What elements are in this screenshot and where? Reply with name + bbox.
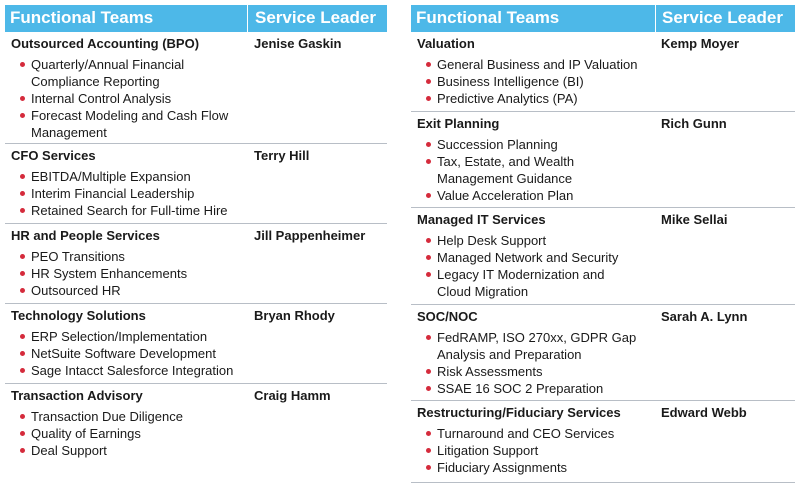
list-item: SSAE 16 SOC 2 Preparation bbox=[425, 380, 636, 397]
team-section-technology-solutions: Technology Solutions Bryan Rhody ERP Sel… bbox=[5, 304, 387, 384]
service-leader: Kemp Moyer bbox=[661, 36, 740, 51]
service-list: Turnaround and CEO Services Litigation S… bbox=[425, 425, 615, 476]
list-item: Litigation Support bbox=[425, 442, 614, 459]
list-item: Quality of Earnings bbox=[20, 425, 183, 442]
list-item: PEO Transitions bbox=[19, 248, 187, 265]
service-leader: Terry Hill bbox=[254, 148, 310, 163]
service-leader: Rich Gunn bbox=[661, 116, 727, 131]
list-item-continuation: Analysis and Preparation bbox=[437, 347, 582, 362]
team-section-hr-people-services: HR and People Services Jill Pappenheimer… bbox=[5, 224, 387, 304]
team-name: HR and People Services bbox=[11, 228, 160, 243]
list-item-continuation: Compliance Reporting bbox=[31, 74, 160, 89]
team-section-outsourced-accounting: Outsourced Accounting (BPO) Jenise Gaski… bbox=[5, 32, 387, 144]
list-item-continuation: Management bbox=[31, 125, 107, 140]
list-item: Succession Planning bbox=[425, 136, 574, 153]
service-list: PEO Transitions HR System Enhancements O… bbox=[19, 248, 188, 299]
service-leader: Mike Sellai bbox=[661, 212, 728, 227]
team-section-restructuring-fiduciary: Restructuring/Fiduciary Services Edward … bbox=[411, 401, 795, 483]
service-list: Succession Planning Tax, Estate, and Wea… bbox=[425, 136, 575, 204]
table-header: Functional Teams Service Leader bbox=[5, 5, 387, 32]
list-item-continuation: Cloud Migration bbox=[437, 284, 529, 299]
service-list: Quarterly/Annual Financial Compliance Re… bbox=[19, 56, 229, 141]
service-leader: Craig Hamm bbox=[254, 388, 331, 403]
list-item: Tax, Estate, and Wealth bbox=[425, 154, 575, 169]
list-item: NetSuite Software Development bbox=[19, 345, 233, 362]
team-name: SOC/NOC bbox=[417, 309, 478, 324]
team-name: Valuation bbox=[417, 36, 475, 51]
list-item: Interim Financial Leadership bbox=[20, 185, 228, 202]
list-item: FedRAMP, ISO 270xx, GDPR Gap bbox=[425, 330, 637, 345]
service-list: Transaction Due Diligence Quality of Ear… bbox=[20, 408, 183, 459]
team-name: CFO Services bbox=[11, 148, 96, 163]
team-section-transaction-advisory: Transaction Advisory Craig Hamm Transact… bbox=[5, 384, 387, 464]
team-section-valuation: Valuation Kemp Moyer General Business an… bbox=[411, 32, 795, 112]
list-item: Turnaround and CEO Services bbox=[425, 426, 615, 441]
functional-teams-table-right: Functional Teams Service Leader Valuatio… bbox=[411, 5, 795, 483]
list-item: Help Desk Support bbox=[425, 232, 618, 249]
list-item: Retained Search for Full-time Hire bbox=[20, 203, 228, 218]
list-item: Legacy IT Modernization and bbox=[425, 266, 618, 283]
header-functional-teams: Functional Teams bbox=[10, 8, 154, 27]
list-item-continuation: Management Guidance bbox=[437, 171, 573, 186]
header-functional-teams: Functional Teams bbox=[416, 8, 560, 27]
list-item: Risk Assessments bbox=[425, 363, 636, 380]
service-leader: Edward Webb bbox=[661, 405, 747, 420]
team-section-soc-noc: SOC/NOC Sarah A. Lynn FedRAMP, ISO 270xx… bbox=[411, 305, 795, 401]
service-list: EBITDA/Multiple Expansion Interim Financ… bbox=[20, 168, 228, 219]
list-item: Managed Network and Security bbox=[425, 250, 619, 265]
team-name: Outsourced Accounting (BPO) bbox=[11, 36, 200, 51]
team-name: Exit Planning bbox=[417, 116, 500, 131]
header-service-leader: Service Leader bbox=[662, 8, 783, 27]
functional-teams-table-left: Functional Teams Service Leader Outsourc… bbox=[5, 5, 387, 464]
service-leader: Bryan Rhody bbox=[254, 308, 335, 323]
team-name: Restructuring/Fiduciary Services bbox=[417, 405, 621, 420]
team-name: Technology Solutions bbox=[11, 308, 146, 323]
list-item: Forecast Modeling and Cash Flow bbox=[19, 108, 229, 123]
service-list: General Business and IP Valuation Busine… bbox=[425, 56, 638, 107]
list-item: Sage Intacct Salesforce Integration bbox=[19, 363, 234, 378]
team-section-cfo-services: CFO Services Terry Hill EBITDA/Multiple … bbox=[5, 144, 387, 224]
header-divider bbox=[655, 5, 656, 32]
service-leader: Sarah A. Lynn bbox=[661, 309, 748, 324]
list-item: Fiduciary Assignments bbox=[425, 459, 614, 476]
header-service-leader: Service Leader bbox=[255, 8, 376, 27]
table-header: Functional Teams Service Leader bbox=[411, 5, 795, 32]
list-item: General Business and IP Valuation bbox=[425, 57, 638, 72]
service-list: FedRAMP, ISO 270xx, GDPR Gap Analysis an… bbox=[425, 329, 637, 397]
list-item: EBITDA/Multiple Expansion bbox=[20, 168, 228, 185]
service-list: Help Desk Support Managed Network and Se… bbox=[425, 232, 619, 300]
list-item: Internal Control Analysis bbox=[19, 90, 228, 107]
team-name: Transaction Advisory bbox=[11, 388, 143, 403]
service-leader: Jenise Gaskin bbox=[254, 36, 342, 51]
team-name: Managed IT Services bbox=[417, 212, 546, 227]
list-item: Outsourced HR bbox=[19, 282, 187, 299]
service-leader: Jill Pappenheimer bbox=[254, 228, 366, 243]
list-item: Transaction Due Diligence bbox=[20, 409, 183, 424]
list-item: Predictive Analytics (PA) bbox=[425, 90, 637, 107]
list-item: Value Acceleration Plan bbox=[425, 188, 574, 203]
header-divider bbox=[247, 5, 248, 32]
team-section-exit-planning: Exit Planning Rich Gunn Succession Plann… bbox=[411, 112, 795, 208]
list-item: Deal Support bbox=[20, 442, 183, 459]
list-item: Business Intelligence (BI) bbox=[425, 73, 637, 90]
list-item: Quarterly/Annual Financial bbox=[19, 56, 228, 73]
list-item: ERP Selection/Implementation bbox=[19, 328, 233, 345]
team-section-managed-it-services: Managed IT Services Mike Sellai Help Des… bbox=[411, 208, 795, 305]
list-item: HR System Enhancements bbox=[19, 266, 188, 281]
service-list: ERP Selection/Implementation NetSuite So… bbox=[19, 328, 234, 379]
